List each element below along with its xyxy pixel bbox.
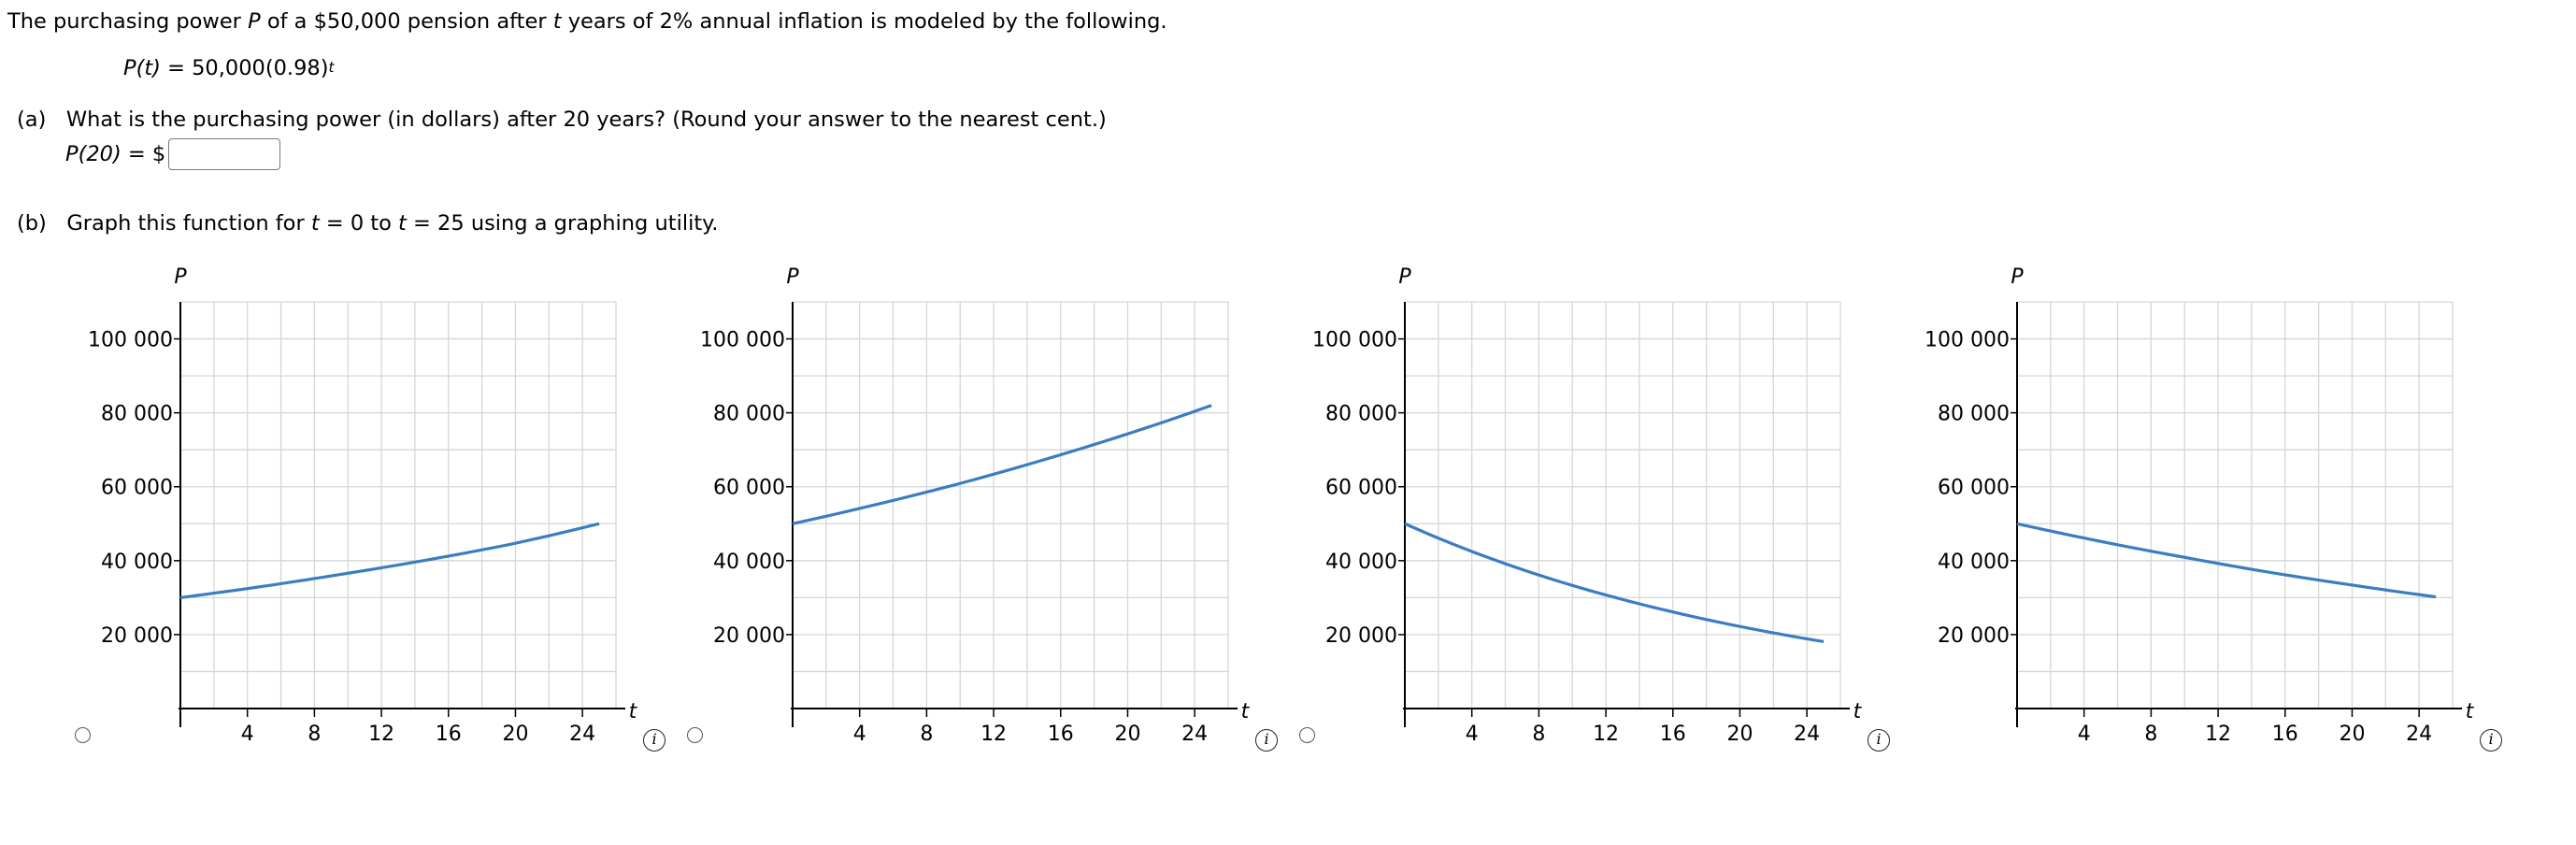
x-tick-label: 4 [2078,723,2091,746]
answer-input[interactable] [168,138,280,170]
graph-option-4: 4 8 12 16 20 24 20 000 40 000 60 000 80 000 100 00… [1837,243,2502,766]
y-tick-label: 40 000 [713,551,785,574]
x-tick-label: 16 [1660,723,1686,746]
part-b-text: = 25 using a graphing utility. [406,211,719,236]
info-icon[interactable]: i [2480,729,2502,752]
part-b-text: Graph this function for [66,211,311,236]
part-a-answer-line: P(20) = $ [65,144,165,165]
part-a-label: (a) [17,107,47,132]
x-axis-label: t [1241,700,1251,723]
variable-t: t [398,211,407,236]
x-tick-label: 24 [2406,723,2432,746]
x-tick-label: 4 [1466,723,1479,746]
answer-eq: = $ [121,142,166,166]
graph-option-2: 4 8 12 16 20 24 20 000 40 000 60 000 80 000 100 00… [612,243,1278,766]
graph-4-plot: 4 8 12 16 20 24 20 000 40 000 60 000 80 000 100 00… [1925,265,2475,746]
info-icon[interactable]: i [1868,729,1890,752]
x-tick-label: 20 [1114,723,1140,746]
y-tick-label: 60 000 [1938,477,2010,500]
graph-1-plot: 4 8 12 16 20 24 20 000 40 000 60 000 80 000 100 00… [88,265,638,746]
x-tick-label: 16 [2272,723,2298,746]
x-tick-label: 16 [1048,723,1074,746]
y-tick-label: 100 000 [1312,329,1397,352]
y-axis-label: P [1398,265,1411,289]
formula-rhs: = 50,000(0.98) [160,56,329,80]
y-tick-label: 40 000 [101,551,173,574]
radio-button-icon[interactable] [687,727,703,743]
problem-statement: The purchasing power P of a $50,000 pens… [7,11,1167,33]
x-tick-label: 24 [569,723,595,746]
y-tick-label: 100 000 [1925,329,2010,352]
y-tick-label: 40 000 [1325,551,1397,574]
y-tick-label: 20 000 [101,624,173,648]
part-a-question: (a) What is the purchasing power (in dol… [17,109,1107,131]
function-curve [2016,522,2437,599]
function-curve [792,404,1212,525]
x-tick-label: 24 [1181,723,1208,746]
intro-text: The purchasing power [7,9,249,34]
y-tick-label: 40 000 [1938,551,2010,574]
x-tick-label: 20 [502,723,528,746]
x-axis-label: t [629,700,638,723]
function-curve [1404,522,1825,643]
x-tick-label: 8 [308,723,321,746]
y-tick-label: 80 000 [713,403,785,426]
graph-option-1: 4 8 12 16 20 24 20 000 40 000 60 000 80 000 100 00… [0,243,665,766]
y-tick-label: 60 000 [101,477,173,500]
formula-lhs: P(t) [123,56,161,80]
radio-button-icon[interactable] [75,727,91,743]
x-tick-label: 20 [2339,723,2365,746]
radio-button-icon[interactable] [1299,727,1315,743]
variable-p: P [248,9,261,34]
x-tick-label: 4 [853,723,866,746]
intro-text: years of 2% annual inflation is modeled … [561,9,1167,34]
x-tick-label: 12 [368,723,394,746]
variable-t: t [552,9,562,34]
y-tick-label: 100 000 [700,329,785,352]
y-tick-label: 60 000 [713,477,785,500]
y-tick-label: 100 000 [88,329,173,352]
intro-text: of a $50,000 pension after [260,9,553,34]
y-tick-label: 20 000 [713,624,785,648]
x-tick-label: 8 [2144,723,2157,746]
graph-2-plot: 4 8 12 16 20 24 20 000 40 000 60 000 80 000 100 00… [700,265,1251,746]
part-b-label: (b) [17,211,47,236]
graph-option-3: 4 8 12 16 20 24 20 000 40 000 60 000 80 000 100 00… [1224,243,1890,766]
answer-lhs: P(20) [65,142,122,166]
y-tick-label: 80 000 [1325,403,1397,426]
y-tick-label: 20 000 [1938,624,2010,648]
y-tick-label: 60 000 [1325,477,1397,500]
y-axis-label: P [786,265,799,289]
x-axis-label: t [1853,700,1863,723]
x-tick-label: 24 [1794,723,1820,746]
part-b-text: = 0 to [319,211,399,236]
y-axis-label: P [2011,265,2024,289]
y-axis-label: P [174,265,187,289]
x-tick-label: 12 [980,723,1007,746]
y-tick-label: 80 000 [101,403,173,426]
x-tick-label: 8 [920,723,933,746]
model-formula: P(t) = 50,000(0.98)t [123,58,334,79]
graph-3-plot: 4 8 12 16 20 24 20 000 40 000 60 000 80 000 100 00… [1312,265,1863,746]
x-tick-label: 20 [1726,723,1753,746]
function-curve [179,522,600,599]
x-tick-label: 12 [1593,723,1619,746]
y-tick-label: 20 000 [1325,624,1397,648]
part-b-question: (b) Graph this function for t = 0 to t =… [17,213,718,235]
info-icon[interactable]: i [643,729,665,752]
x-tick-label: 16 [436,723,462,746]
part-a-text: What is the purchasing power (in dollars… [65,107,1107,132]
x-tick-label: 12 [2205,723,2231,746]
info-icon[interactable]: i [1255,729,1278,752]
variable-t: t [310,211,320,236]
y-tick-label: 80 000 [1938,403,2010,426]
x-tick-label: 4 [241,723,254,746]
formula-exponent: t [328,59,335,76]
x-tick-label: 8 [1532,723,1545,746]
x-axis-label: t [2466,700,2475,723]
